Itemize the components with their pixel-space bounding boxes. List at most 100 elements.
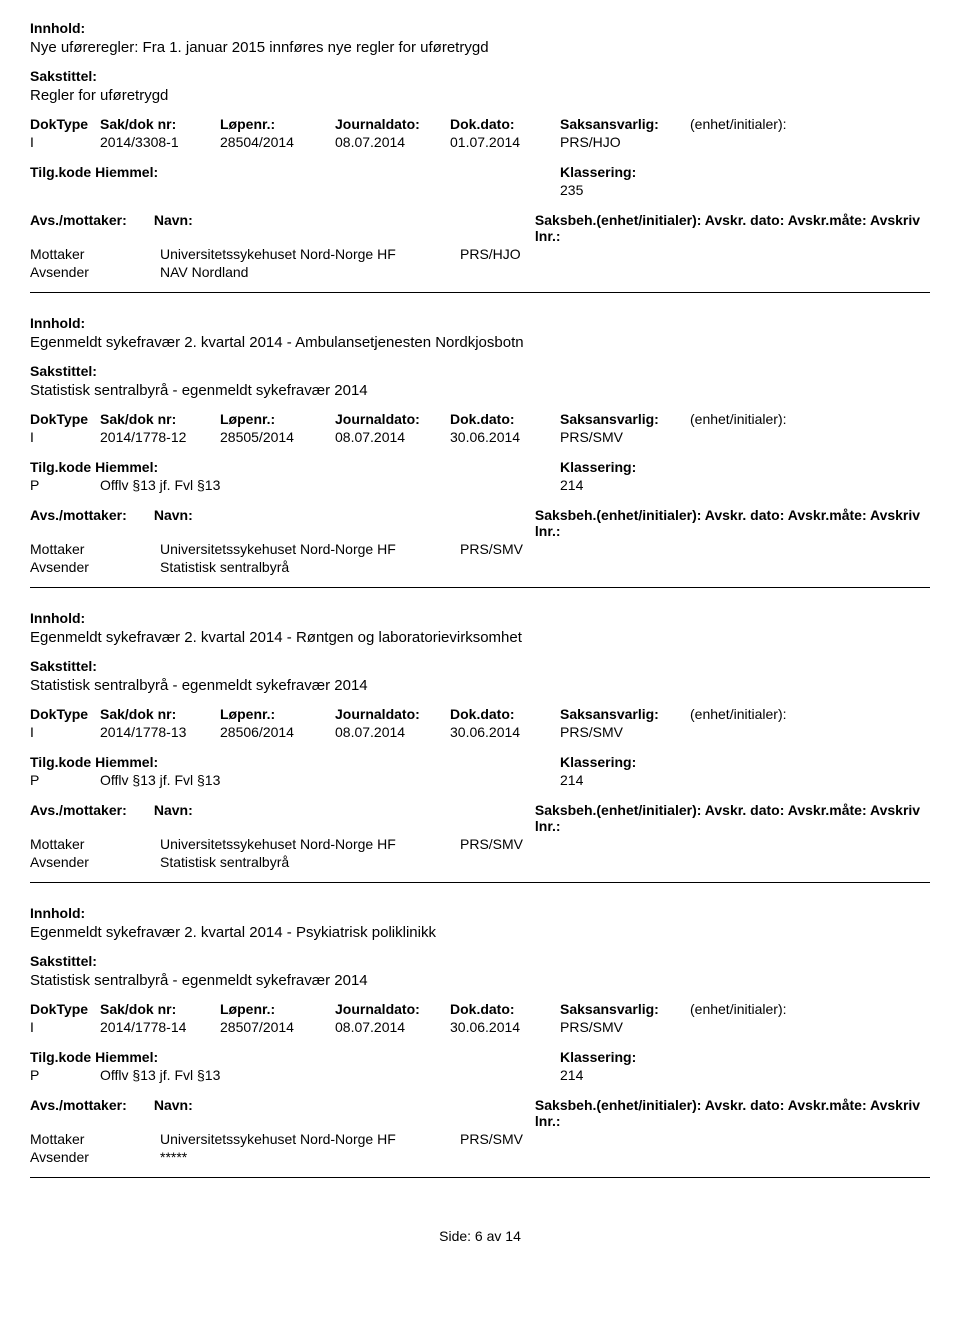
entry-divider [30, 292, 930, 293]
tilgkode-value: P [30, 772, 100, 788]
hjemmel-value: Offlv §13 jf. Fvl §13 [100, 772, 220, 788]
journaldato-value: 08.07.2014 [335, 134, 450, 150]
meta-value-row: I 2014/1778-13 28506/2014 08.07.2014 30.… [30, 724, 930, 740]
hjemmel-header-row: Tilg.kode Hiemmel: Klassering: [30, 164, 930, 180]
saksansvarlig-label: Saksansvarlig: [560, 411, 690, 427]
klassering-value: 235 [560, 182, 583, 198]
doktype-label: DokType [30, 411, 100, 427]
doktype-value: I [30, 429, 100, 445]
saksansvarlig-label: Saksansvarlig: [560, 116, 690, 132]
innhold-text: Nye uføreregler: Fra 1. januar 2015 innf… [30, 39, 930, 56]
klassering-label: Klassering: [560, 1049, 636, 1065]
mottaker-navn: Universitetssykehuset Nord-Norge HF [160, 1131, 460, 1147]
avsmottaker-label: Avs./mottaker: [30, 212, 154, 244]
klassering-label: Klassering: [560, 459, 636, 475]
dokdato-value: 01.07.2014 [450, 134, 560, 150]
innhold-label: Innhold: [30, 315, 930, 331]
dokdato-label: Dok.dato: [450, 1001, 560, 1017]
meta-header-row: DokType Sak/dok nr: Løpenr.: Journaldato… [30, 1001, 930, 1017]
party-header-row: Avs./mottaker: Navn: Saksbeh.(enhet/init… [30, 212, 930, 244]
dokdato-label: Dok.dato: [450, 706, 560, 722]
mottaker-label: Mottaker [30, 1131, 160, 1147]
sakstittel-label: Sakstittel: [30, 363, 930, 379]
entry-divider [30, 587, 930, 588]
dokdato-label: Dok.dato: [450, 116, 560, 132]
avsender-navn: Statistisk sentralbyrå [160, 559, 460, 575]
sakstittel-text: Regler for uføretrygd [30, 87, 930, 104]
enhet-label: (enhet/initialer): [690, 116, 787, 132]
avsender-label: Avsender [30, 264, 160, 280]
mottaker-saksbeh: PRS/SMV [460, 541, 560, 557]
journaldato-value: 08.07.2014 [335, 1019, 450, 1035]
enhet-label: (enhet/initialer): [690, 1001, 787, 1017]
innhold-text: Egenmeldt sykefravær 2. kvartal 2014 - A… [30, 334, 930, 351]
hjemmel-value-row: POfflv §13 jf. Fvl §13 214 [30, 477, 930, 493]
saksansvarlig-value: PRS/SMV [560, 724, 690, 740]
hjemmel-label: Hiemmel: [95, 754, 158, 770]
entry-divider [30, 882, 930, 883]
mottaker-navn: Universitetssykehuset Nord-Norge HF [160, 836, 460, 852]
saksbeh-label: Saksbeh.(enhet/initialer): [535, 507, 701, 523]
lopenr-label: Løpenr.: [220, 411, 335, 427]
avsender-row: Avsender ***** [30, 1149, 930, 1165]
dokdato-value: 30.06.2014 [450, 1019, 560, 1035]
sakdok-label: Sak/dok nr: [100, 706, 220, 722]
hjemmel-label: Hiemmel: [95, 164, 158, 180]
tilgkode-label: Tilg.kode [30, 164, 91, 180]
hjemmel-value-row: 235 [30, 182, 930, 198]
avsender-label: Avsender [30, 1149, 160, 1165]
doktype-value: I [30, 134, 100, 150]
navn-label: Navn: [154, 802, 535, 834]
doktype-label: DokType [30, 1001, 100, 1017]
hjemmel-value-row: POfflv §13 jf. Fvl §13 214 [30, 772, 930, 788]
meta-header-row: DokType Sak/dok nr: Løpenr.: Journaldato… [30, 411, 930, 427]
doktype-value: I [30, 724, 100, 740]
hjemmel-value-row: POfflv §13 jf. Fvl §13 214 [30, 1067, 930, 1083]
journal-entry: Innhold: Nye uføreregler: Fra 1. januar 2… [30, 20, 930, 293]
klassering-value: 214 [560, 477, 583, 493]
hjemmel-value: Offlv §13 jf. Fvl §13 [100, 477, 220, 493]
journaldato-label: Journaldato: [335, 116, 450, 132]
journal-entry: Innhold: Egenmeldt sykefravær 2. kvartal … [30, 315, 930, 588]
mottaker-row: Mottaker Universitetssykehuset Nord-Norg… [30, 246, 930, 262]
page-footer: Side: 6 av 14 [30, 1228, 930, 1244]
sakstittel-text: Statistisk sentralbyrå - egenmeldt sykef… [30, 382, 930, 399]
innhold-label: Innhold: [30, 20, 930, 36]
hjemmel-value: Offlv §13 jf. Fvl §13 [100, 1067, 220, 1083]
mottaker-label: Mottaker [30, 836, 160, 852]
saksansvarlig-value: PRS/SMV [560, 1019, 690, 1035]
navn-label: Navn: [154, 1097, 535, 1129]
hjemmel-label: Hiemmel: [95, 1049, 158, 1065]
sakdok-label: Sak/dok nr: [100, 116, 220, 132]
saksansvarlig-value: PRS/HJO [560, 134, 690, 150]
avsender-label: Avsender [30, 854, 160, 870]
saksbeh-label: Saksbeh.(enhet/initialer): [535, 212, 701, 228]
journaldato-label: Journaldato: [335, 411, 450, 427]
mottaker-saksbeh: PRS/HJO [460, 246, 560, 262]
avsender-navn: Statistisk sentralbyrå [160, 854, 460, 870]
klassering-value: 214 [560, 772, 583, 788]
enhet-label: (enhet/initialer): [690, 706, 787, 722]
mottaker-saksbeh: PRS/SMV [460, 1131, 560, 1147]
avsender-row: Avsender Statistisk sentralbyrå [30, 559, 930, 575]
avsmottaker-label: Avs./mottaker: [30, 507, 154, 539]
tilgkode-value: P [30, 477, 100, 493]
mottaker-label: Mottaker [30, 246, 160, 262]
mottaker-navn: Universitetssykehuset Nord-Norge HF [160, 246, 460, 262]
tilgkode-label: Tilg.kode [30, 459, 91, 475]
doktype-value: I [30, 1019, 100, 1035]
avsender-row: Avsender NAV Nordland [30, 264, 930, 280]
sakdok-value: 2014/1778-14 [100, 1019, 220, 1035]
mottaker-row: Mottaker Universitetssykehuset Nord-Norg… [30, 1131, 930, 1147]
hjemmel-header-row: Tilg.kode Hiemmel: Klassering: [30, 754, 930, 770]
avsender-navn: NAV Nordland [160, 264, 460, 280]
sakdok-value: 2014/3308-1 [100, 134, 220, 150]
mottaker-navn: Universitetssykehuset Nord-Norge HF [160, 541, 460, 557]
hjemmel-label: Hiemmel: [95, 459, 158, 475]
journaldato-value: 08.07.2014 [335, 724, 450, 740]
saksansvarlig-value: PRS/SMV [560, 429, 690, 445]
avsmottaker-label: Avs./mottaker: [30, 1097, 154, 1129]
tilgkode-label: Tilg.kode [30, 1049, 91, 1065]
dokdato-label: Dok.dato: [450, 411, 560, 427]
party-header-row: Avs./mottaker: Navn: Saksbeh.(enhet/init… [30, 802, 930, 834]
